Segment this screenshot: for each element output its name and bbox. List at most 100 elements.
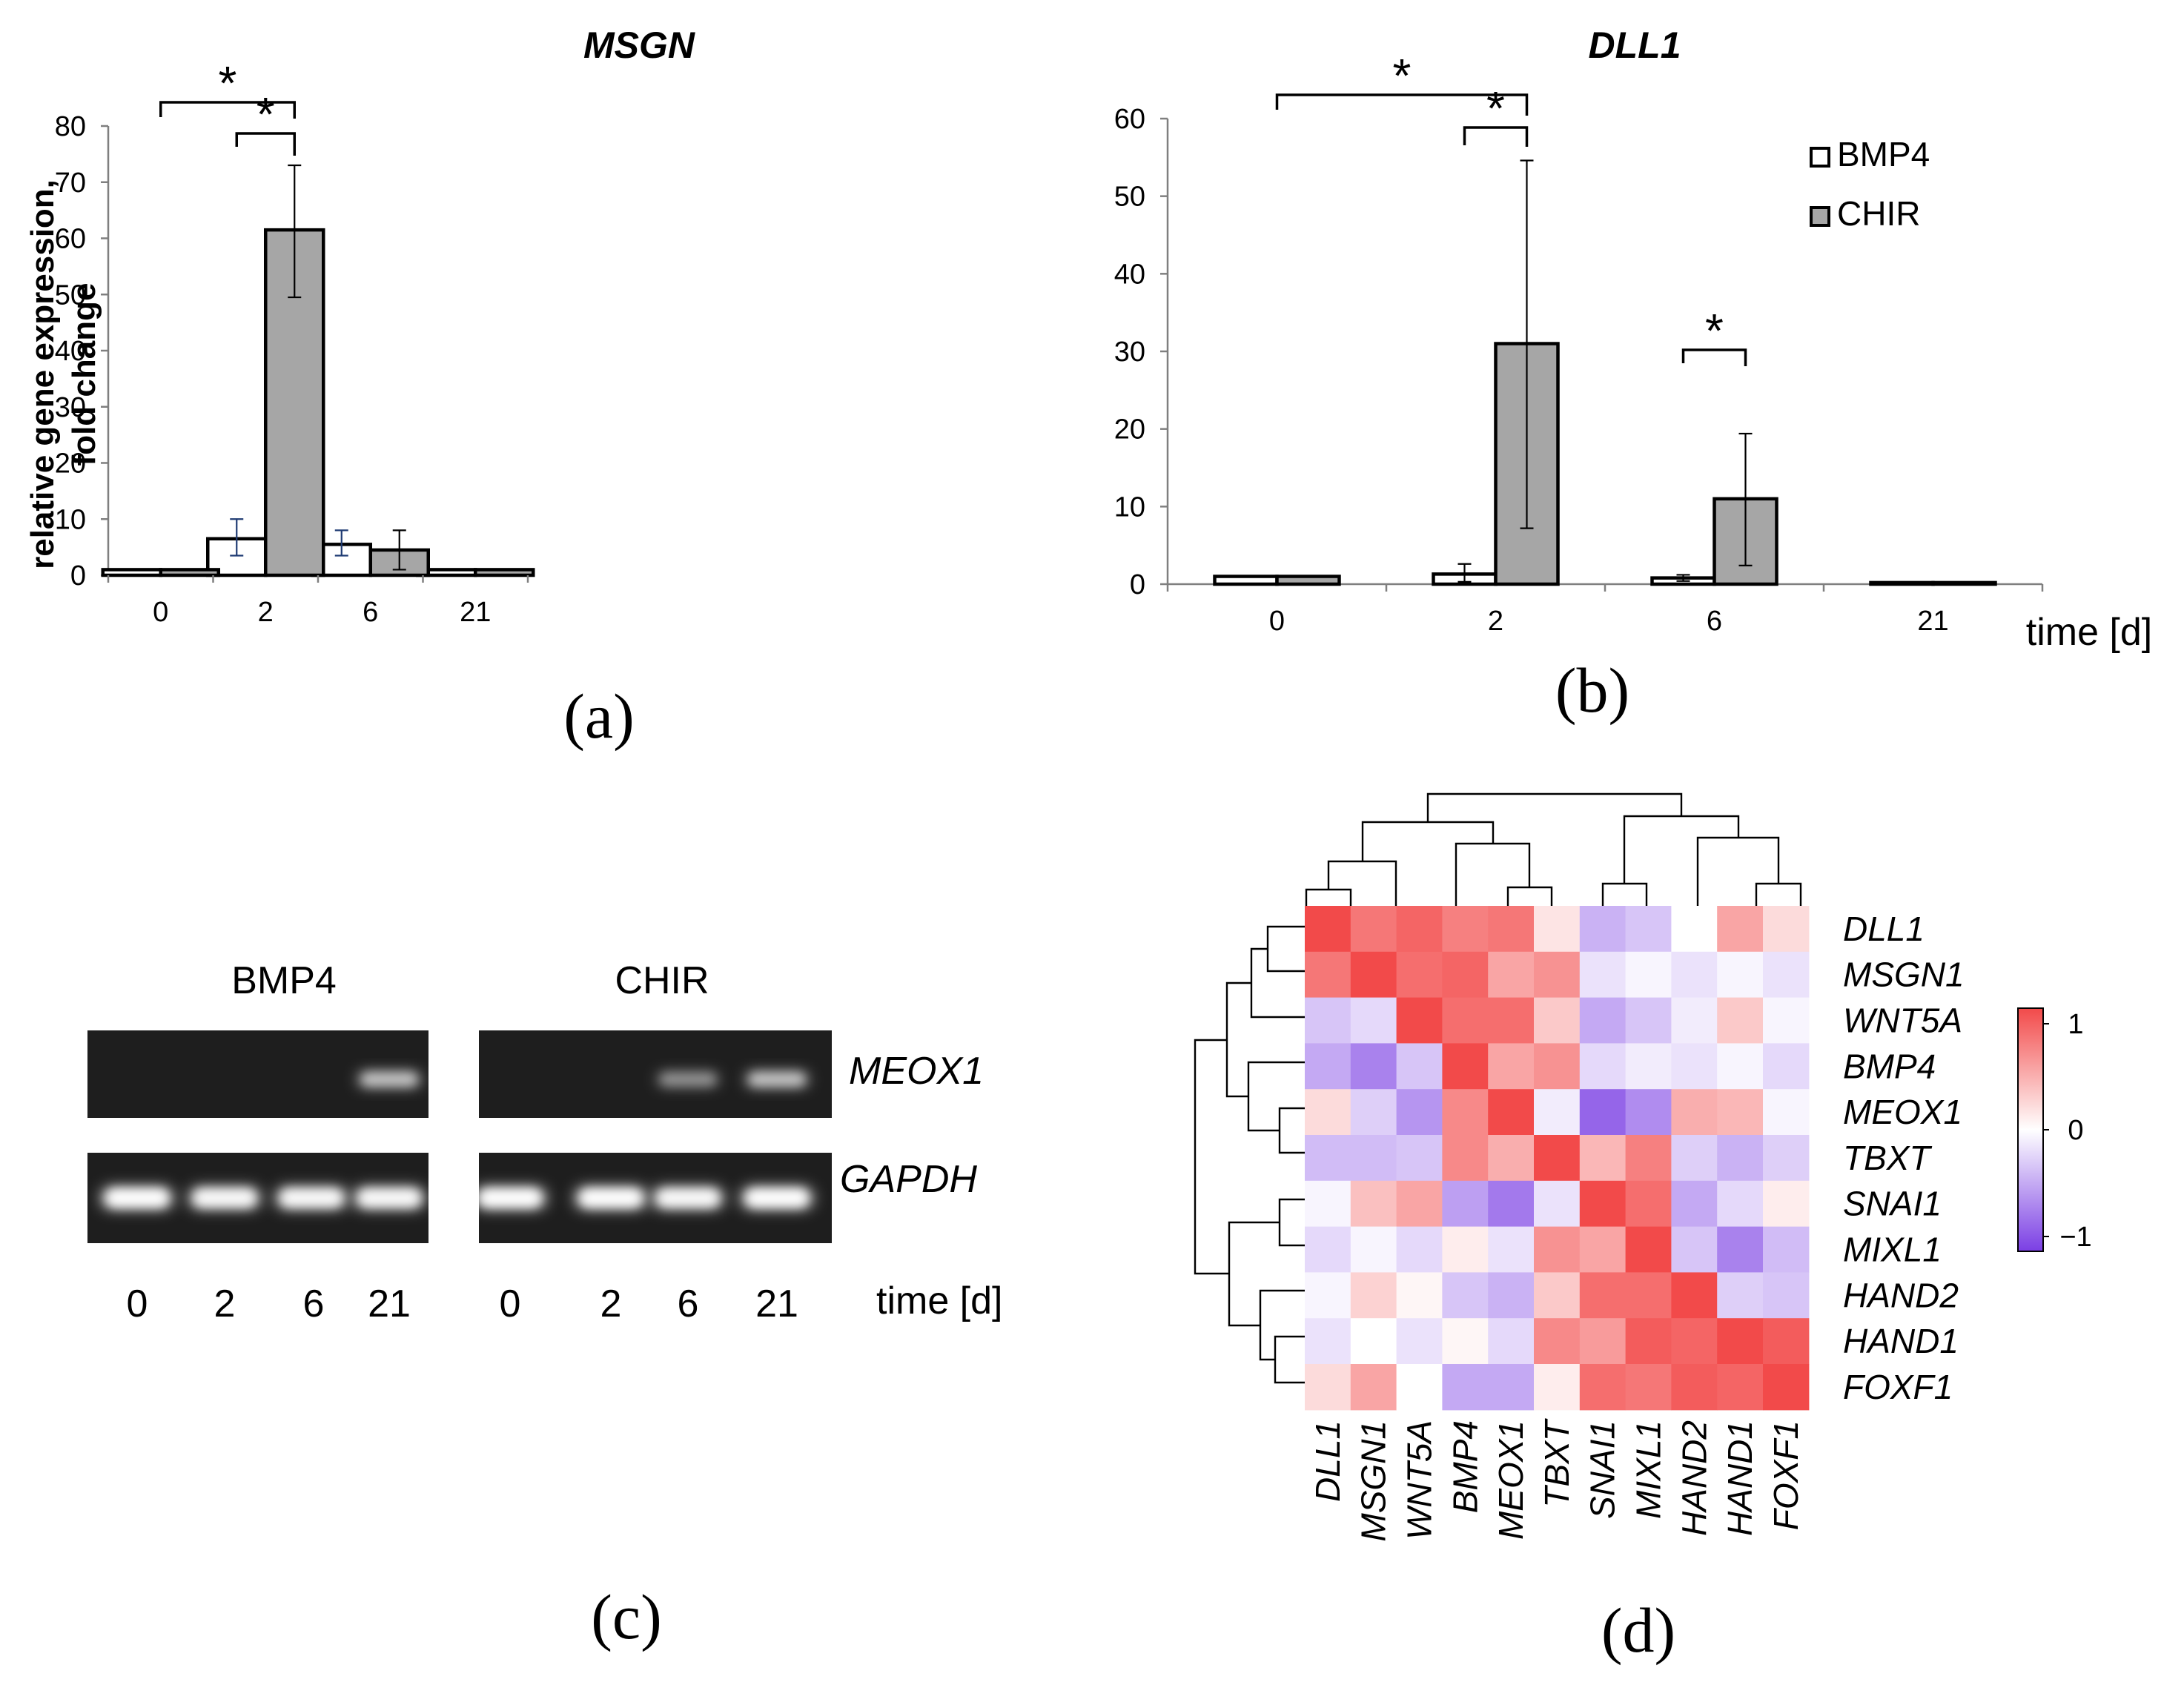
x-axis-label: time [d] <box>2026 611 2153 654</box>
chart-a-x-ticks: 0 2 6 21 <box>107 575 529 628</box>
heatmap-cell <box>1305 1089 1351 1136</box>
chart-a-y-tick-label: 10 <box>55 504 86 535</box>
chart-b-y-tick-label: 30 <box>1114 337 1145 368</box>
gel-gene-label-meox1: MEOX1 <box>849 1050 984 1093</box>
heatmap-row-label: FOXF1 <box>1843 1368 1953 1406</box>
gel-lane-label: 21 <box>368 1282 411 1325</box>
heatmap-cell <box>1534 1135 1581 1182</box>
heatmap-cell <box>1534 1272 1581 1319</box>
gel-band-meox1-core <box>749 1073 805 1086</box>
chart-b-y-tick-label: 10 <box>1114 491 1145 523</box>
heatmap-cell <box>1442 1135 1489 1182</box>
gel-band-gapdh-core <box>479 1189 541 1207</box>
heatmap-cell <box>1625 1043 1672 1090</box>
gel-band-meox1-core <box>660 1073 716 1086</box>
heatmap-cell <box>1717 1135 1764 1182</box>
heatmap-cell <box>1625 906 1672 953</box>
legend-swatch-bmp4 <box>1810 147 1830 168</box>
chart-b-significance-star: * <box>1486 82 1505 135</box>
heatmap-cell <box>1717 1364 1764 1411</box>
heatmap-cell <box>1625 1318 1672 1365</box>
chart-b-bar-bmp4 <box>1869 580 1935 586</box>
chart-b-title: DLL1 <box>1589 24 1681 66</box>
gel-bands <box>100 1071 814 1209</box>
heatmap-cell <box>1625 997 1672 1044</box>
heatmap-cell <box>1396 1043 1443 1090</box>
heatmap-cell <box>1763 906 1810 953</box>
chart-a-y-tick-label: 80 <box>55 111 86 142</box>
heatmap-cells <box>1305 906 1810 1411</box>
heatmap-cell <box>1442 1089 1489 1136</box>
heatmap-row-label: HAND2 <box>1843 1276 1959 1314</box>
chart-b-y-tick-label: 20 <box>1114 414 1145 446</box>
heatmap-row-label: MEOX1 <box>1843 1093 1962 1131</box>
chart-b-significance-star: * <box>1393 49 1412 102</box>
heatmap-cell <box>1534 1180 1581 1228</box>
chart-b-y-tick-label: 60 <box>1114 104 1145 135</box>
heatmap-cell <box>1625 1364 1672 1411</box>
chart-b-y-tick-label: 0 <box>1130 569 1145 600</box>
gel-lane-label: 2 <box>214 1282 236 1325</box>
chart-a-significance-bracket <box>159 101 296 119</box>
heatmap-cell <box>1488 951 1535 999</box>
heatmap-cell <box>1396 1318 1443 1365</box>
heatmap-cell <box>1671 1043 1718 1090</box>
gel-band-gapdh-core <box>193 1189 256 1207</box>
chart-b-x-tick-label: 21 <box>1917 606 1948 637</box>
heatmap-cell <box>1671 1135 1718 1182</box>
heatmap-cell <box>1488 1180 1535 1228</box>
heatmap-cell <box>1305 1226 1351 1273</box>
heatmap-cell <box>1442 1180 1489 1228</box>
heatmap-cell <box>1625 1180 1672 1228</box>
heatmap-cell <box>1305 1135 1351 1182</box>
chart-b-y-tick-label: 50 <box>1114 182 1145 213</box>
chart-a-title: MSGN <box>583 24 695 66</box>
heatmap-row-label: SNAI1 <box>1843 1185 1942 1223</box>
chart-b-bar-bmp4 <box>1213 575 1279 586</box>
heatmap-cell <box>1579 1089 1627 1136</box>
heatmap-cell <box>1305 997 1351 1044</box>
heatmap-row-label: WNT5A <box>1843 1002 1962 1040</box>
heatmap-row-labels: DLL1 MSGN1 WNT5A BMP4 MEOX1 TBXT SNAI1 MIXL1 HAN… <box>1843 910 1965 1406</box>
heatmap-cell <box>1350 1135 1397 1182</box>
heatmap-cell <box>1396 1135 1443 1182</box>
heatmap-cell <box>1305 906 1351 953</box>
gel-lane-label: 0 <box>127 1282 148 1325</box>
chart-b-x-ticks: 0 2 6 21 <box>1166 584 2044 637</box>
heatmap-cell <box>1350 1089 1397 1136</box>
chart-a-y-tick-label: 50 <box>55 279 86 311</box>
chart-b: DLL1 0 10 20 30 40 50 60 0 2 6 21 * * * time [d] BM… <box>1114 24 2153 726</box>
heatmap-cell <box>1671 1180 1718 1228</box>
chart-a-y-ticks: 0 10 20 30 40 50 60 70 80 <box>55 111 108 592</box>
heatmap-col-label: MEOX1 <box>1492 1420 1530 1540</box>
heatmap-cell <box>1763 1364 1810 1411</box>
heatmap-cell <box>1579 1272 1627 1319</box>
gel-group-label-bmp4: BMP4 <box>231 959 337 1002</box>
chart-d-heatmap: DLL1MSGN1WNT5ABMP4MEOX1TBXTSNAI1MIXL1HAN… <box>1194 792 2092 1666</box>
gel-band-gapdh-core <box>280 1189 343 1207</box>
column-dendrogram <box>1305 792 1802 906</box>
heatmap-row-label: MSGN1 <box>1843 956 1965 994</box>
heatmap-cell <box>1305 1043 1351 1090</box>
row-dendrogram <box>1194 925 1305 1384</box>
color-scale-tick-max: 1 <box>2068 1009 2083 1040</box>
gel-lane-label: 21 <box>755 1282 798 1325</box>
heatmap-cell <box>1350 1180 1397 1228</box>
heatmap-cell <box>1305 951 1351 999</box>
heatmap-cell <box>1534 1043 1581 1090</box>
heatmap-cell <box>1396 906 1443 953</box>
chart-b-significance-star: * <box>1705 304 1724 357</box>
heatmap-cell <box>1396 1364 1443 1411</box>
heatmap-cell <box>1763 951 1810 999</box>
heatmap-cell <box>1442 951 1489 999</box>
chart-b-x-tick-label: 0 <box>1269 606 1285 637</box>
heatmap-col-labels: DLL1 MSGN1 WNT5A BMP4 MEOX1 TBXT SNAI1 MIXL1 HAN… <box>1308 1418 1805 1541</box>
heatmap-col-label: BMP4 <box>1446 1420 1484 1513</box>
heatmap-cell <box>1350 1318 1397 1365</box>
heatmap-cell <box>1396 1089 1443 1136</box>
heatmap-row-label: MIXL1 <box>1843 1231 1942 1269</box>
heatmap-cell <box>1625 951 1672 999</box>
heatmap-cell <box>1442 906 1489 953</box>
heatmap-cell <box>1717 1180 1764 1228</box>
